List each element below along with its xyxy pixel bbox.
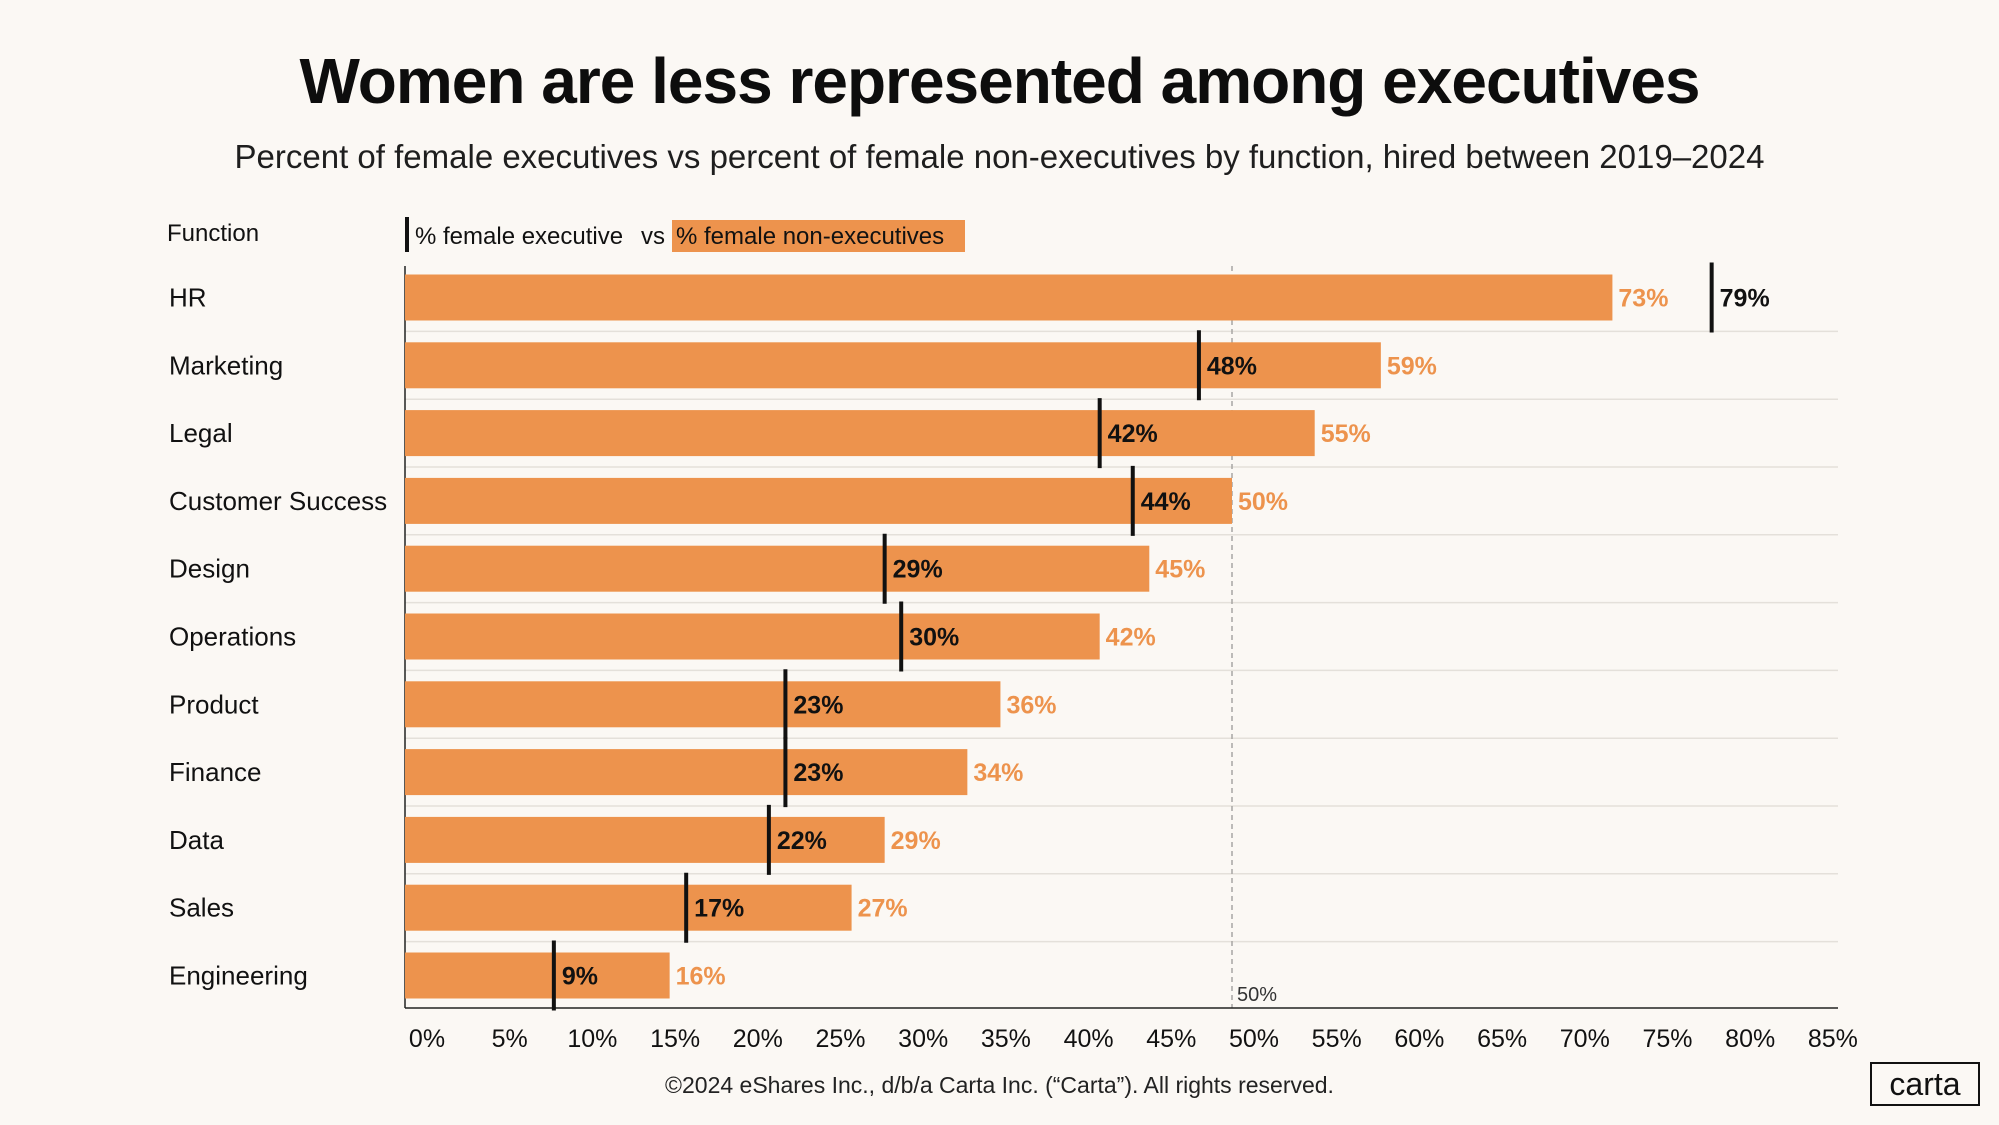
x-tick-label: 50%: [1229, 1025, 1279, 1053]
legend-exec-label: % female executive: [415, 223, 623, 250]
chart-title: Women are less represented among executi…: [299, 45, 1701, 117]
category-label: Finance: [169, 757, 262, 787]
data-label-exec: 23%: [793, 691, 843, 719]
legend-nonexec-swatch: [672, 220, 965, 252]
category-header: Function: [167, 220, 259, 247]
bar-nonexec: [405, 477, 1232, 524]
category-label: Legal: [169, 418, 233, 448]
x-tick-label: 10%: [567, 1025, 617, 1053]
bar-nonexec: [405, 681, 1001, 728]
data-label-exec: 29%: [893, 556, 943, 584]
category-label: Customer Success: [169, 486, 387, 516]
data-label-exec: 9%: [562, 963, 598, 991]
data-label-nonexec: 45%: [1155, 556, 1205, 584]
data-label-nonexec: 50%: [1238, 488, 1288, 516]
category-label: Product: [169, 689, 259, 719]
category-label: Engineering: [169, 961, 308, 991]
x-tick-label: 5%: [492, 1025, 528, 1053]
carta-logo: carta: [1870, 1062, 1980, 1106]
bar-nonexec: [405, 545, 1150, 592]
category-label: Data: [169, 825, 224, 855]
x-tick-label: 55%: [1312, 1025, 1362, 1053]
chart-subtitle: Percent of female executives vs percent …: [234, 138, 1765, 175]
x-tick-label: 75%: [1642, 1025, 1692, 1053]
x-tick-label: 70%: [1560, 1025, 1610, 1053]
data-label-exec: 79%: [1720, 285, 1770, 313]
bar-nonexec: [405, 274, 1613, 321]
bar-nonexec: [405, 749, 968, 796]
bar-nonexec: [405, 410, 1315, 457]
data-label-exec: 23%: [793, 759, 843, 787]
category-label: Marketing: [169, 350, 283, 380]
data-label-nonexec: 73%: [1618, 285, 1668, 313]
data-label-exec: 30%: [909, 624, 959, 652]
x-tick-label: 15%: [650, 1025, 700, 1053]
x-tick-label: 0%: [409, 1025, 445, 1053]
data-label-exec: 17%: [694, 895, 744, 923]
legend-nonexec-label: % female non-executives: [676, 223, 944, 250]
x-tick-label: 20%: [733, 1025, 783, 1053]
x-tick-label: 25%: [815, 1025, 865, 1053]
data-label-nonexec: 55%: [1321, 420, 1371, 448]
data-label-nonexec: 59%: [1387, 352, 1437, 380]
x-tick-label: 85%: [1808, 1025, 1858, 1053]
category-label: Operations: [169, 622, 296, 652]
data-label-exec: 22%: [777, 827, 827, 855]
bar-nonexec: [405, 816, 885, 863]
bar-nonexec: [405, 884, 852, 931]
x-tick-label: 60%: [1394, 1025, 1444, 1053]
data-label-nonexec: 34%: [973, 759, 1023, 787]
data-label-nonexec: 27%: [858, 895, 908, 923]
x-tick-label: 80%: [1725, 1025, 1775, 1053]
data-label-exec: 48%: [1207, 352, 1257, 380]
legend-connector: vs: [641, 223, 665, 250]
copyright-footer: ©2024 eShares Inc., d/b/a Carta Inc. (“C…: [665, 1072, 1334, 1098]
bar-nonexec: [405, 613, 1100, 660]
x-tick-label: 40%: [1064, 1025, 1114, 1053]
reference-line-label: 50%: [1237, 984, 1277, 1006]
bar-nonexec: [405, 342, 1381, 389]
x-tick-label: 45%: [1146, 1025, 1196, 1053]
data-label-nonexec: 16%: [676, 963, 726, 991]
x-tick-label: 65%: [1477, 1025, 1527, 1053]
x-tick-label: 30%: [898, 1025, 948, 1053]
data-label-nonexec: 29%: [891, 827, 941, 855]
bar-nonexec: [405, 952, 670, 999]
x-tick-label: 35%: [981, 1025, 1031, 1053]
data-label-exec: 44%: [1141, 488, 1191, 516]
category-label: Sales: [169, 893, 234, 923]
data-label-nonexec: 36%: [1006, 691, 1056, 719]
data-label-nonexec: 42%: [1106, 624, 1156, 652]
data-label-exec: 42%: [1108, 420, 1158, 448]
category-label: HR: [169, 283, 207, 313]
category-label: Design: [169, 554, 250, 584]
